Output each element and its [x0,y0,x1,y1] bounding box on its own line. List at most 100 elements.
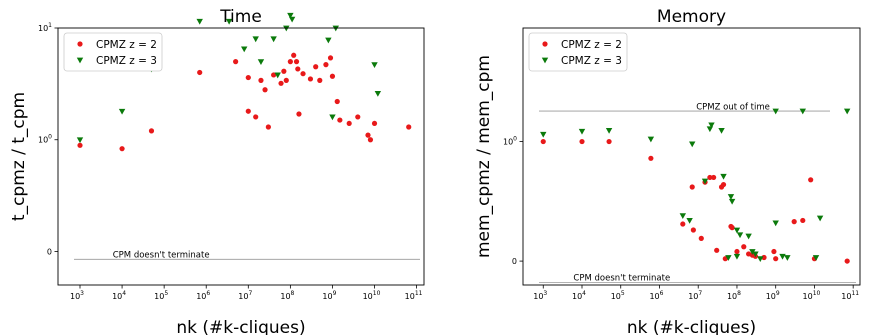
memory-axes-frame [522,27,861,286]
time-point-z3 [252,36,259,43]
time-point-z3 [270,36,277,43]
memory-y-label: mem_cpmz / mem_cpm [474,55,494,258]
memory-point-z3 [728,198,736,205]
time-x-tick-label: 106 [196,290,210,301]
time-point-z2 [293,59,300,65]
time-point-z3 [371,62,378,68]
time-point-z2 [317,77,323,83]
time-point-z2 [197,69,203,76]
time-axes-frame [57,27,425,286]
memory-x-tick-label: 107 [688,290,702,301]
time-y-tick-label: 101 [38,22,52,33]
memory-point-z2 [540,138,546,145]
time-point-z2 [245,108,251,114]
time-point-z2 [258,77,264,83]
memory-y-tick-label: 0 [512,257,517,266]
time-x-tick-label: 107 [238,290,252,301]
memory-legend-marker-z3 [541,57,549,64]
memory-point-z3 [799,108,806,115]
time-legend-label: CPMZ z = 3 [96,55,157,67]
memory-point-z3 [679,213,687,220]
memory-legend-marker-z2 [542,41,548,47]
memory-chart: CPMZ out of time CPM doesn't terminate 103… [474,7,861,335]
time-y-label: t_cpmz / t_cpm [9,92,29,221]
time-x-tick-label: 1010 [363,290,381,301]
memory-point-z3 [727,194,735,200]
time-point-z3 [76,137,84,144]
time-point-z2 [265,124,271,130]
time-point-z2 [323,62,329,68]
memory-x-label: nk (#k-cliques) [627,318,756,335]
memory-point-z3 [736,232,744,239]
time-point-z2 [291,52,297,58]
time-point-z3 [374,90,382,97]
time-point-z3 [196,18,203,25]
time-x-tick-label: 104 [112,290,126,301]
memory-point-z2 [579,138,585,145]
time-point-z3 [225,18,233,25]
memory-point-z2 [648,155,654,161]
memory-point-z3 [578,128,586,135]
time-point-z2 [262,87,268,93]
time-point-z2 [77,142,83,148]
time-legend-marker-z3 [76,57,84,64]
memory-annotation-no-terminate: CPM doesn't terminate [573,274,670,284]
memory-point-z2 [698,235,704,241]
memory-x-tick-label: 104 [572,290,586,301]
time-point-z3 [325,37,332,44]
memory-annotation-out-of-time: CPMZ out of time [696,103,770,113]
memory-point-z2 [714,247,720,253]
memory-point-z3 [733,227,741,234]
memory-point-z3 [757,256,764,263]
memory-point-z3 [733,253,741,260]
time-point-z2 [313,64,319,70]
memory-point-z3 [708,122,715,129]
time-x-tick-label: 109 [322,290,336,301]
time-point-z2 [287,59,293,65]
time-x-tick-label: 1011 [405,290,423,301]
memory-point-z3 [784,255,791,261]
memory-point-z2 [711,174,717,181]
time-legend-label: CPMZ z = 2 [96,39,157,51]
time-point-z3 [274,72,281,79]
memory-point-z3 [718,127,725,134]
memory-point-z3 [749,249,756,255]
memory-point-z2 [690,227,696,233]
memory-x-tick-label: 103 [533,290,547,301]
time-point-z2 [283,77,289,83]
time-point-z3 [257,59,265,65]
memory-point-z2 [720,181,727,188]
memory-point-z3 [647,136,655,143]
memory-point-z2 [741,244,747,250]
memory-point-z2 [761,254,767,261]
time-point-z3 [329,114,336,121]
time-point-z2 [233,59,239,65]
time-point-z2 [365,132,371,138]
memory-legend-box [528,32,628,72]
time-point-z2 [337,117,343,123]
memory-point-z2 [729,225,735,231]
memory-title: Memory [657,7,726,27]
memory-x-tick-label: 1011 [841,290,859,301]
time-point-z2 [281,68,287,74]
memory-x-tick-label: 109 [766,290,780,301]
time-x-label: nk (#k-cliques) [176,318,305,335]
memory-point-z2 [800,217,806,224]
time-x-tick-label: 108 [280,290,294,301]
memory-point-z2 [773,256,779,262]
time-point-z2 [346,120,352,127]
time-point-z2 [253,114,259,120]
memory-point-z3 [701,178,709,185]
memory-point-z3 [689,141,696,148]
memory-point-z3 [686,218,693,224]
time-point-z2 [296,111,302,117]
memory-legend-label: CPMZ z = 3 [561,55,622,67]
memory-point-z3 [540,131,547,138]
memory-x-tick-label: 105 [611,290,625,301]
time-point-z2 [371,120,378,127]
memory-point-z3 [752,251,759,258]
time-point-z2 [119,146,125,152]
time-x-tick-label: 105 [154,290,168,301]
time-point-z2 [245,74,251,81]
